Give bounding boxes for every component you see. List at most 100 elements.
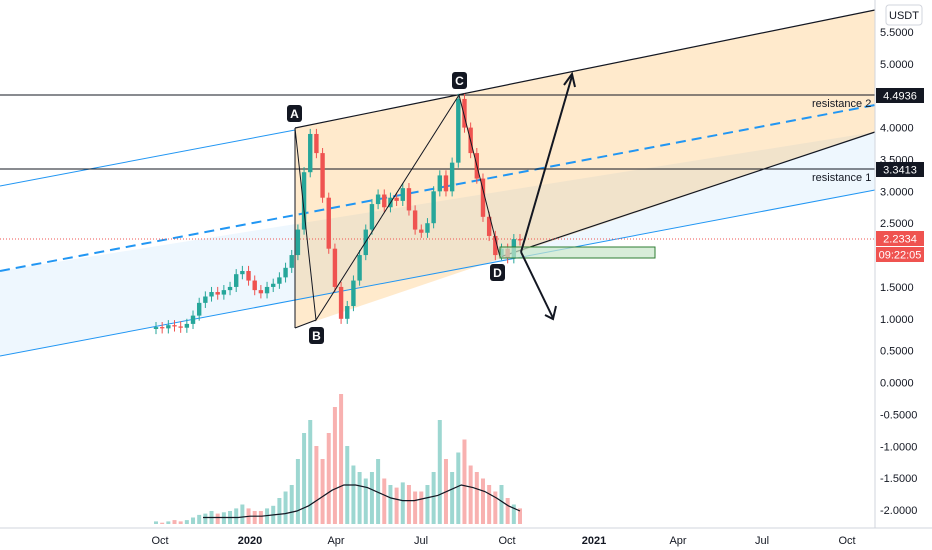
candle-body [271,283,276,287]
volume-bar [320,459,325,524]
volume-bar [437,420,442,524]
volume-bar [468,465,473,524]
volume-bar [456,452,461,524]
y-tick-label: -0.5000 [880,409,917,421]
y-tick-label: 0.0000 [880,378,914,390]
y-tick-label: -1.0000 [880,441,917,453]
point-b-marker: B [309,327,324,344]
volume-bar [221,512,226,524]
volume-bar [406,485,411,524]
y-tick-label: 3.0000 [880,186,914,198]
candle-body [203,296,208,303]
x-tick-label: Oct [838,535,855,547]
volume-bar [191,517,196,524]
svg-text:B: B [312,329,321,343]
candle-body [338,286,344,319]
volume-bar [511,504,516,524]
candle-body [412,210,418,230]
candle-body [215,292,220,295]
volume-bar [197,514,202,524]
x-tick-label: Oct [498,535,515,547]
candle-body [277,277,282,284]
y-tick-label: -2.0000 [880,505,917,517]
candle-body [166,325,171,329]
volume-bar [326,433,331,524]
support-zone-box [499,246,656,259]
candle-body [227,286,233,291]
x-tick-label: Oct [151,535,168,547]
candle-body [369,204,375,230]
volume-bar [394,487,399,524]
price-tag-resistance-2: 4.4936 [876,88,924,103]
volume-bar [369,472,374,524]
abcd-pattern-line [294,93,501,322]
volume-bar [419,491,424,524]
volume-bar [357,472,362,524]
candle-body [153,327,159,329]
volume-bar [314,446,319,524]
volume-bar [302,433,307,524]
svg-text:09:22:05: 09:22:05 [879,250,922,262]
x-tick-label: Jul [414,535,428,547]
volume-bar [480,478,485,524]
candle-body [456,98,461,163]
volume-bar [234,508,239,524]
volume-ma-line [203,484,521,519]
volume-bar [425,485,430,524]
volume-bar [283,491,288,524]
y-tick-label: 5.5000 [880,27,914,39]
candle-body [425,223,430,233]
volume-bar [240,504,245,524]
volume-bar [400,482,405,524]
candle-body [196,302,202,316]
candle-body [357,255,362,281]
volume-bar [339,394,344,524]
candle-body [406,188,412,211]
currency-label: USDT [889,10,919,22]
candle-body [252,280,257,291]
volume-bar [376,459,381,524]
point-c-marker: C [452,72,467,89]
bullish-arrow-head [563,71,576,88]
candle-body [480,178,486,217]
y-tick-label: 1.0000 [880,314,914,326]
candle-body [258,290,264,294]
volume-bar [382,478,387,524]
svg-text:A: A [290,107,299,121]
blue-channel-upper [0,129,296,187]
volume-bar [493,491,498,524]
svg-text:3.3413: 3.3413 [883,165,917,177]
svg-text:C: C [455,74,464,88]
volume-bar [172,520,177,524]
currency-selector[interactable]: USDT [885,4,923,26]
volume-bar [160,522,165,524]
bullish-projection-arrow [520,75,573,253]
blue-channel-fill [0,132,875,356]
x-axis-ticks: Oct 2020 Apr Jul Oct 2021 Apr Jul Oct [151,535,855,547]
candle-body [517,239,523,241]
candle-body [314,133,319,154]
y-tick-label: 1.5000 [880,282,914,294]
candle-body [486,216,492,236]
price-tag-current: 2.2334 [876,231,924,246]
y-tick-label: 2.5000 [880,218,914,230]
candle-body [400,188,405,201]
x-tick-label: Apr [669,535,686,547]
volume-bar [499,485,504,524]
candle-body [209,292,214,297]
volume-bar [215,513,220,524]
candle-body [301,172,307,230]
candle-body [295,229,301,256]
volume-bar [252,511,257,524]
candle-body [462,98,467,128]
volume-bar [351,465,356,524]
bearish-projection-arrow [520,251,554,319]
countdown-tag: 09:22:05 [876,247,924,262]
candle-body [326,197,331,249]
blue-channel-lower [0,189,876,357]
volume-bar [413,491,418,524]
resistance-2-label: resistance 2 [812,98,871,110]
y-tick-label: 0.5000 [880,346,914,358]
volume-bar [258,511,263,524]
